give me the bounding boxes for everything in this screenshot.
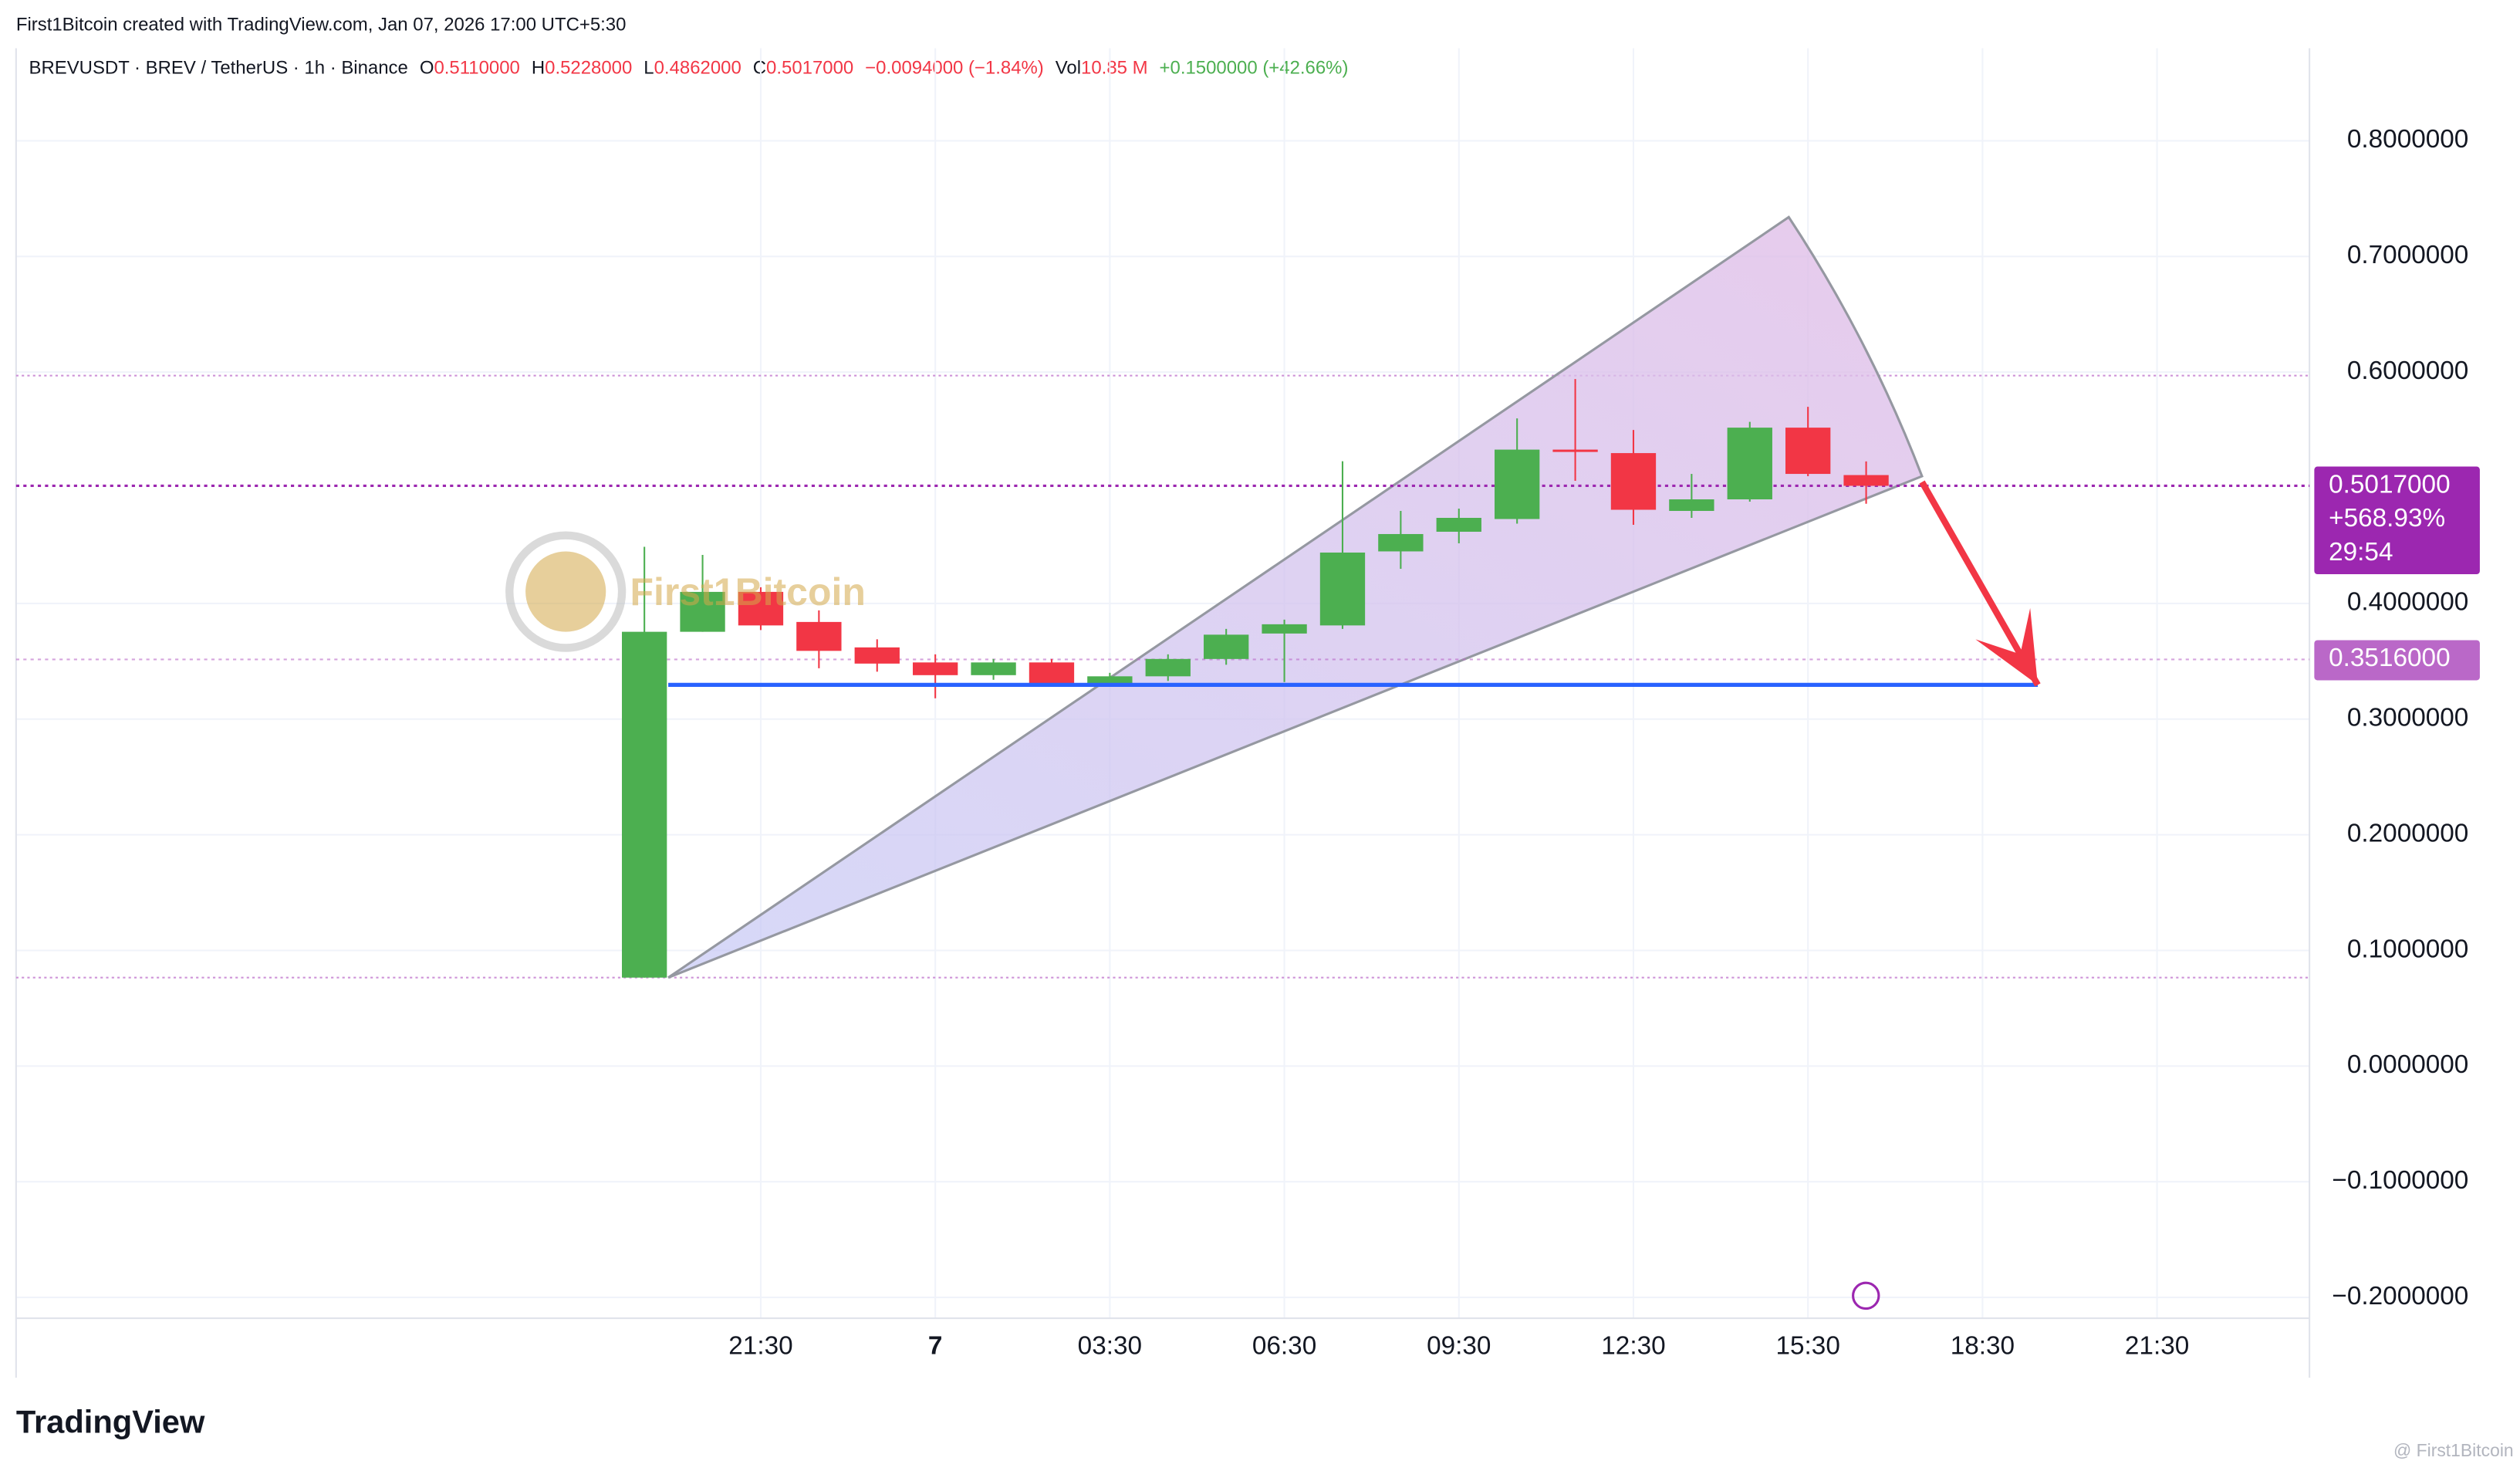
price-label-box	[2314, 640, 2480, 681]
candle-body	[1436, 518, 1481, 532]
price-label-box	[2314, 466, 2480, 575]
y-tick-label: −0.2000000	[2332, 1282, 2468, 1310]
candle-body	[854, 647, 900, 664]
x-tick-label: 03:30	[1078, 1331, 1142, 1360]
ohlc-value: 0.4862000	[654, 58, 741, 79]
plot	[15, 48, 2311, 1378]
candle-body	[971, 662, 1016, 675]
candle-body	[913, 662, 958, 675]
candle-body	[1378, 533, 1424, 552]
y-tick-label: 0.2000000	[2347, 819, 2468, 847]
symbol-line: BREVUSDT · BREV / TetherUS · 1h · Binanc…	[29, 58, 1348, 79]
y-tick-label: 0.6000000	[2347, 357, 2468, 385]
ohlc-key: C	[753, 58, 766, 79]
y-tick-label: 0.3000000	[2347, 704, 2468, 732]
attribution: First1Bitcoin created with TradingView.c…	[16, 15, 627, 36]
y-tick-label: 0.0000000	[2347, 1050, 2468, 1079]
candle-body	[1552, 449, 1598, 452]
candle-body	[1262, 624, 1307, 634]
ohlc-value: 0.5110000	[434, 58, 519, 79]
x-tick-label: 15:30	[1775, 1331, 1839, 1360]
x-tick-label: 18:30	[1951, 1331, 2015, 1360]
y-tick-label: −0.1000000	[2332, 1166, 2468, 1195]
x-tick-label: 12:30	[1601, 1331, 1665, 1360]
symbol: BREVUSDT · BREV / TetherUS · 1h · Binanc…	[29, 58, 407, 79]
y-tick-label: 0.4000000	[2347, 588, 2468, 617]
y-tick-label: 0.7000000	[2347, 241, 2468, 269]
x-tick-label: 09:30	[1427, 1331, 1491, 1360]
x-tick-label: 21:30	[728, 1331, 792, 1360]
x-tick-label: 06:30	[1252, 1331, 1316, 1360]
candle-body	[738, 591, 784, 626]
price-label-label: 0.5017000	[2329, 470, 2450, 499]
candle-body	[680, 591, 725, 632]
candle-body	[1319, 552, 1366, 626]
y-tick-label: 0.8000000	[2347, 125, 2468, 154]
arrow	[1919, 480, 2041, 687]
candle-body	[1669, 499, 1714, 512]
vol-key: Vol	[1056, 58, 1081, 79]
change: −0.0094000 (−1.84%)	[865, 58, 1044, 79]
watermark: First1Bitcoin	[505, 531, 866, 652]
candle-body	[1495, 449, 1540, 519]
ohlc-value: 0.5228000	[545, 58, 632, 79]
candle-body	[1785, 428, 1831, 475]
credit: @ First1Bitcoin	[2393, 1440, 2514, 1460]
candle-body	[1843, 475, 1889, 486]
x-tick-label: 21:30	[2125, 1331, 2189, 1360]
watermark-badge	[525, 551, 606, 632]
price-label-countdown: 29:54	[2329, 538, 2393, 566]
watermark-ring	[505, 531, 627, 652]
wedge	[667, 215, 1924, 979]
event-icon	[1852, 1281, 1880, 1310]
ohlc-key: L	[644, 58, 654, 79]
candle-body	[1727, 428, 1772, 500]
watermark-text: First1Bitcoin	[630, 570, 866, 614]
candle-body	[621, 631, 667, 978]
candle-body	[1145, 658, 1191, 677]
candle-body	[1029, 662, 1075, 684]
candle-body	[1610, 453, 1657, 510]
price-label-change: +568.93%	[2329, 504, 2445, 533]
vol-change: +0.1500000 (+42.66%)	[1160, 58, 1349, 79]
candle-body	[1087, 676, 1133, 684]
y-tick-label: 0.1000000	[2347, 935, 2468, 963]
logo: TradingView	[16, 1404, 205, 1440]
ohlc-value: 0.5017000	[766, 58, 853, 79]
candle-body	[796, 621, 842, 651]
x-tick-label: 7	[928, 1331, 943, 1360]
volume: 10.85 M	[1081, 58, 1148, 79]
candle-body	[1204, 634, 1249, 659]
price-label-label: 0.3516000	[2329, 644, 2450, 672]
ohlc-key: H	[532, 58, 545, 79]
arrow-head	[1975, 607, 2039, 685]
ohlc-key: O	[420, 58, 434, 79]
